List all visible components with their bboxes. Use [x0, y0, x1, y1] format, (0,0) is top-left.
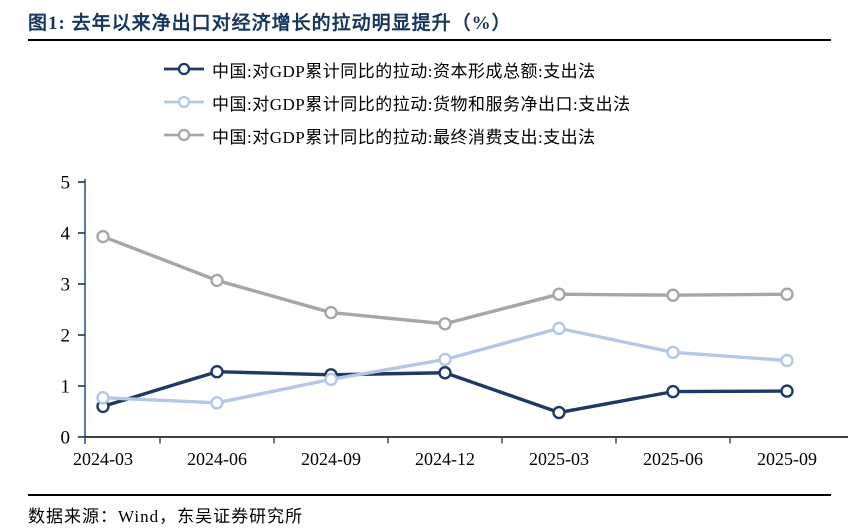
series-2-point: [438, 352, 452, 367]
legend-item-series-3: 中国:对GDP累计同比的拉动:最终消费支出:支出法: [163, 123, 631, 147]
y-axis-tick-label: 1: [61, 377, 71, 398]
series-2-point: [324, 372, 338, 387]
x-axis-category-label: 2024-03: [73, 449, 133, 469]
y-axis-tick-label: 2: [61, 326, 71, 347]
series-2-point: [552, 321, 566, 336]
x-axis-category-label: 2024-06: [187, 449, 247, 469]
data-source: 数据来源：Wind，东吴证券研究所: [28, 507, 304, 526]
legend-item-series-1: 中国:对GDP累计同比的拉动:资本形成总额:支出法: [163, 57, 631, 81]
series-2-point: [780, 353, 794, 368]
series-3-point: [210, 273, 224, 288]
series-1-point: [552, 405, 566, 420]
series-2-group: [96, 321, 794, 410]
series-3-point: [780, 287, 794, 301]
chart-legend: 中国:对GDP累计同比的拉动:资本形成总额:支出法 中国:对GDP累计同比的拉动:…: [163, 57, 631, 147]
title-divider: [28, 39, 831, 41]
series-3-point: [96, 229, 110, 244]
series-3-line: [101, 234, 789, 326]
series-2-point: [210, 396, 224, 410]
series-3-group: [96, 229, 794, 331]
figure-title: 图1: 去年以来净出口对经济增长的拉动明显提升（%）: [28, 13, 512, 34]
legend-label: 中国:对GDP累计同比的拉动:资本形成总额:支出法: [212, 61, 596, 81]
series-1-point: [780, 384, 794, 398]
legend-line-marker-icon: [164, 62, 204, 76]
y-axis-tick-label: 3: [61, 275, 71, 296]
footer-divider: [28, 494, 831, 496]
x-axis-category-label: 2025-09: [757, 449, 817, 469]
y-axis-tick-label: 4: [61, 224, 71, 245]
legend-line-marker-icon: [164, 95, 204, 109]
x-axis-category-label: 2025-06: [643, 449, 703, 469]
series-2-point: [666, 345, 680, 360]
legend-line-marker-icon: [164, 128, 204, 142]
series-3-point: [666, 288, 680, 302]
legend-label: 中国:对GDP累计同比的拉动:最终消费支出:支出法: [212, 127, 596, 147]
series-3-point: [438, 317, 452, 331]
series-1-point: [666, 384, 680, 399]
x-axis-category-label: 2024-12: [415, 449, 475, 469]
series-3-point: [324, 305, 338, 320]
series-2-point: [96, 391, 110, 405]
series-1-group: [96, 365, 794, 420]
series-3-point: [552, 287, 566, 301]
legend-item-series-2: 中国:对GDP累计同比的拉动:货物和服务净出口:支出法: [163, 90, 631, 114]
series-1-point: [438, 366, 452, 380]
x-axis-category-label: 2024-09: [301, 449, 361, 469]
series-1-point: [210, 365, 224, 379]
line-chart: 0 1 2 3 4 5 2024-03 2024-06 2024-09 2024-12 2025-0…: [61, 173, 848, 469]
y-axis-tick-label: 0: [61, 428, 71, 449]
y-axis-tick-label: 5: [61, 173, 71, 194]
x-axis-category-label: 2025-03: [529, 449, 589, 469]
legend-label: 中国:对GDP累计同比的拉动:货物和服务净出口:支出法: [212, 94, 631, 114]
